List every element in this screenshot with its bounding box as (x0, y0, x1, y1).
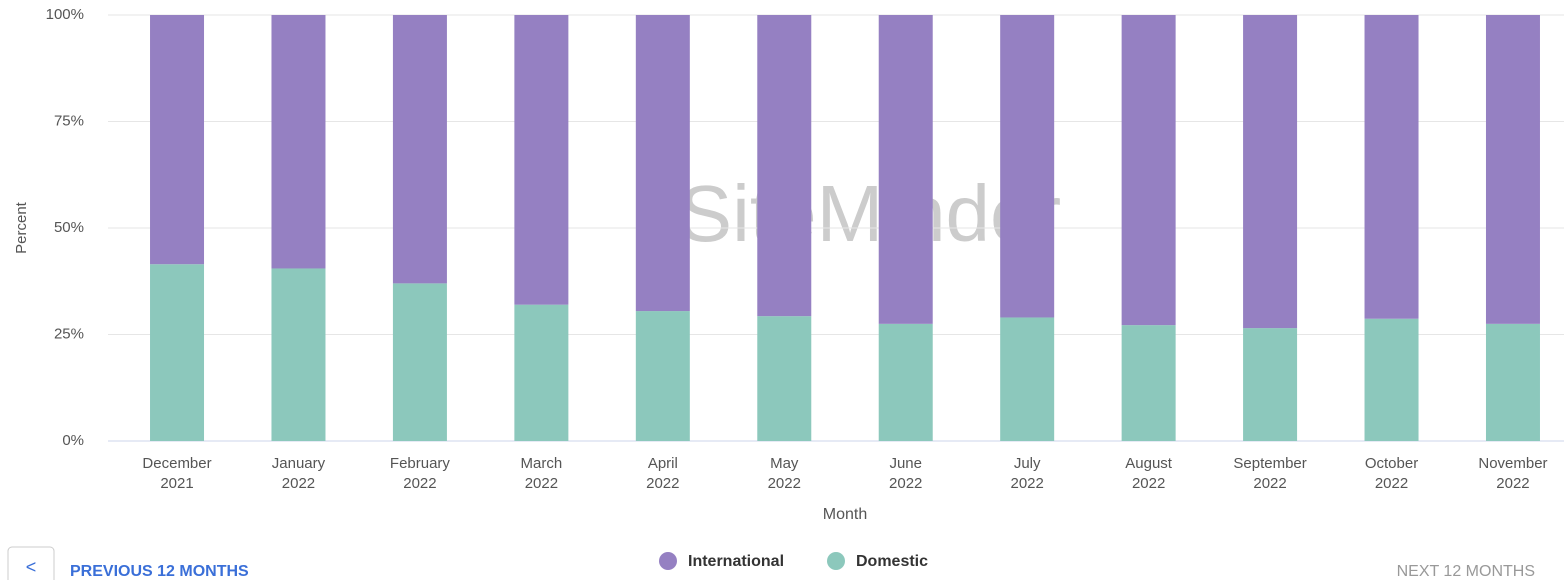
y-tick-label: 75% (54, 112, 84, 129)
bar-segment (635, 311, 690, 441)
watermark: SiteMinder (679, 169, 1061, 258)
x-tick-label: October 2022 (1365, 455, 1418, 492)
previous-icon[interactable]: < (26, 557, 37, 577)
bar-segment (878, 15, 933, 324)
previous-button[interactable]: PREVIOUS 12 MONTHS (70, 563, 249, 580)
x-tick-label: February 2022 (390, 455, 451, 492)
bar-segment (271, 15, 326, 269)
x-tick-label: March 2022 (521, 455, 563, 492)
x-tick-label: May 2022 (768, 455, 801, 492)
bar-segment (150, 264, 205, 441)
bar-segment (878, 323, 933, 441)
bar-segment (1121, 15, 1176, 326)
x-tick-label: September 2022 (1233, 455, 1306, 492)
y-tick-label: 25% (54, 325, 84, 342)
x-tick-label: December 2021 (142, 455, 211, 492)
bar-segment (392, 15, 447, 284)
legend-label: International (688, 553, 784, 570)
bar-segment (757, 15, 812, 317)
bar-segment (1243, 328, 1298, 441)
bar-segment (1485, 15, 1540, 324)
bar-segment (392, 283, 447, 441)
bar-segment (1000, 15, 1055, 318)
bar-segment (1485, 323, 1540, 441)
next-button[interactable]: NEXT 12 MONTHS (1397, 563, 1535, 580)
bar-segment (757, 316, 812, 441)
legend-marker (827, 552, 845, 570)
legend-marker (659, 552, 677, 570)
bar-segment (1364, 318, 1419, 441)
legend-label: Domestic (856, 553, 928, 570)
x-axis-label: Month (823, 506, 867, 523)
bar-segment (150, 15, 205, 265)
x-tick-label: April 2022 (646, 455, 679, 492)
bar-segment (1000, 317, 1055, 441)
x-tick-label: June 2022 (889, 455, 922, 492)
x-tick-label: August 2022 (1125, 455, 1173, 492)
bar-segment (1364, 15, 1419, 319)
bar-segment (514, 304, 569, 441)
y-axis-label: Percent (13, 201, 30, 254)
x-tick-label: January 2022 (272, 455, 326, 492)
x-tick-label: November 2022 (1478, 455, 1547, 492)
y-tick-label: 50% (54, 219, 84, 236)
bar-segment (514, 15, 569, 305)
bar-segment (271, 268, 326, 441)
previous-button-box[interactable] (7, 546, 55, 580)
bar-segment (1121, 325, 1176, 441)
y-tick-label: 100% (46, 6, 84, 23)
bar-segment (1243, 15, 1298, 329)
bar-segment (635, 15, 690, 312)
y-tick-label: 0% (62, 432, 84, 449)
x-tick-label: July 2022 (1010, 455, 1043, 492)
